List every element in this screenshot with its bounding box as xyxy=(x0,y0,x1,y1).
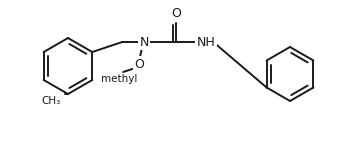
Text: methyl: methyl xyxy=(101,74,137,84)
Text: O: O xyxy=(171,7,181,20)
Text: CH₃: CH₃ xyxy=(42,96,61,106)
Text: O: O xyxy=(134,58,144,70)
Text: N: N xyxy=(139,36,149,49)
Text: NH: NH xyxy=(197,36,216,49)
